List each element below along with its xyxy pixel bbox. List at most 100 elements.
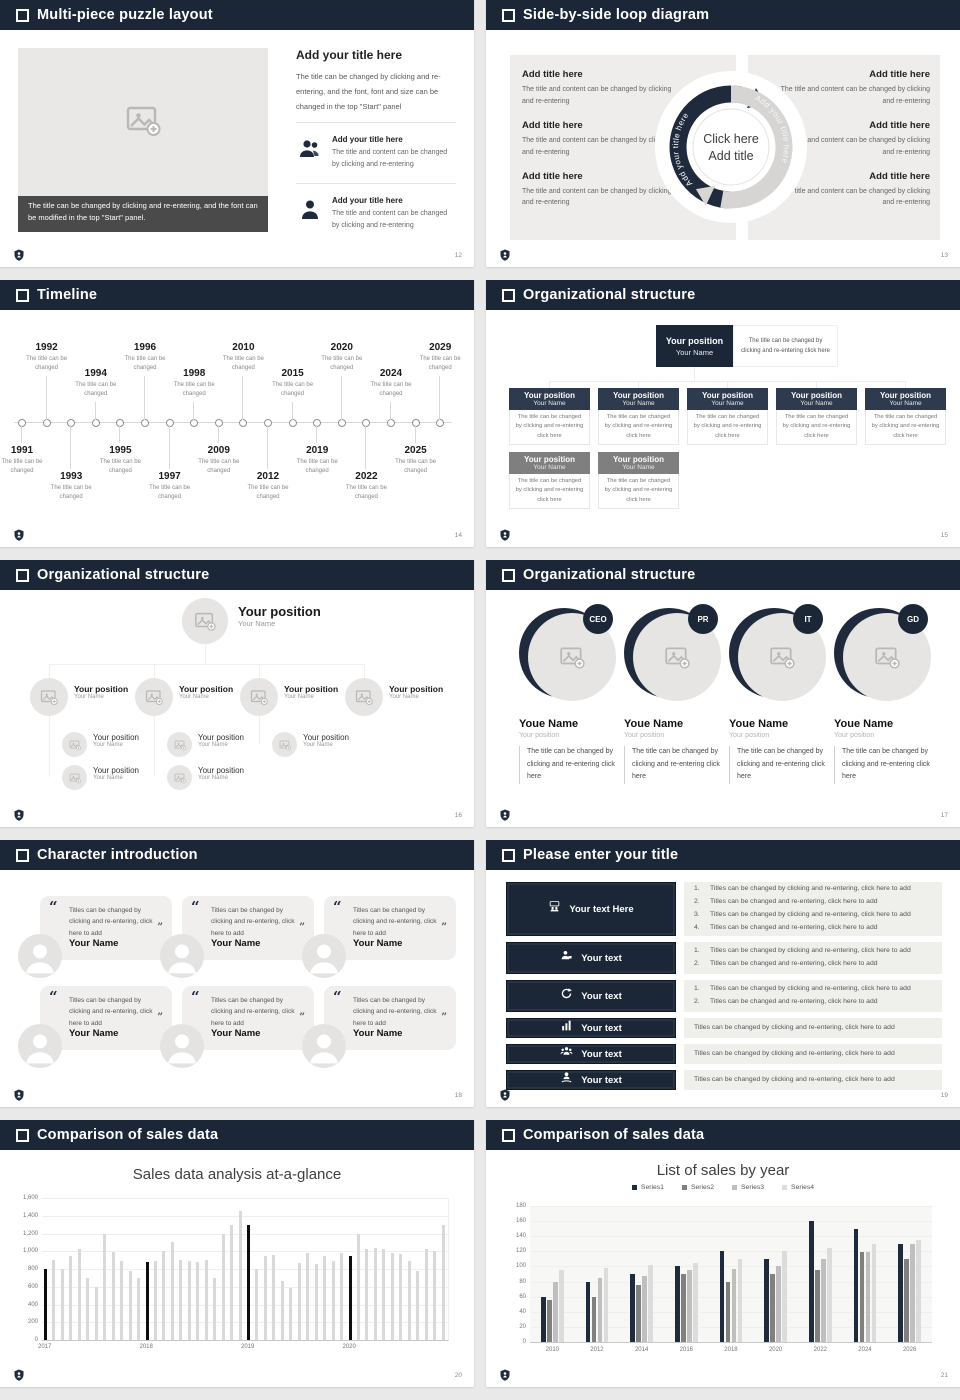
brand-shield-logo xyxy=(500,808,510,821)
row-label-button[interactable]: Your text xyxy=(506,1044,676,1064)
legend-swatch xyxy=(782,1185,788,1190)
sub-avatar-circle xyxy=(167,765,192,790)
testimonial-card[interactable]: “ Titles can be changed by clicking and r… xyxy=(324,896,456,960)
branch-position: Your position xyxy=(179,684,234,694)
row-label-button[interactable]: Your text xyxy=(506,980,676,1012)
chart-bar xyxy=(120,1261,124,1340)
y-axis-tick-label: 400 xyxy=(27,1301,38,1308)
legend-label: Series2 xyxy=(690,1184,714,1191)
org-root-card[interactable]: Your position Your Name xyxy=(656,325,733,367)
timeline-stem xyxy=(70,425,72,469)
gridline xyxy=(42,1251,448,1253)
branch-name: Your Name xyxy=(74,694,104,700)
chart-bar xyxy=(636,1285,641,1342)
image-placeholder-block: The title can be changed by clicking and… xyxy=(18,48,268,232)
org-position-card[interactable]: Your position Your Name The title can be c… xyxy=(865,388,946,445)
person-profile-column[interactable]: PR Youe Name Your position The title can be… xyxy=(624,604,724,784)
timeline-entry: 1993 The title can be changed xyxy=(45,471,97,502)
org-position-card[interactable]: Your position Your Name The title can be c… xyxy=(598,388,679,445)
row-label-button[interactable]: Your text xyxy=(506,1070,676,1090)
card-name: Your Name xyxy=(533,464,566,472)
chart-bar xyxy=(137,1277,141,1340)
timeline-node-circle xyxy=(190,419,199,427)
row-content-box: 1. Titles can be changed by clicking and … xyxy=(684,942,942,974)
square-bullet-icon xyxy=(16,288,29,302)
y-axis-tick-label: 100 xyxy=(515,1263,526,1270)
slide-19-thumbnail[interactable]: Please enter your title 19 Your text Her… xyxy=(486,840,960,1107)
person-body: The title can be changed by clicking and… xyxy=(519,746,619,784)
timeline-stem xyxy=(242,376,244,420)
row-label-button[interactable]: Your text xyxy=(506,942,676,974)
org-position-card[interactable]: Your position Your Name The title can be c… xyxy=(509,452,590,509)
brand-shield-logo xyxy=(500,248,510,261)
slide-13-thumbnail[interactable]: Side-by-side loop diagram Add title here… xyxy=(486,0,960,267)
chart-bar xyxy=(827,1247,832,1342)
list-item-text: Titles can be changed by clicking and re… xyxy=(710,985,911,993)
person-position: Your position xyxy=(519,732,560,739)
center-label-1[interactable]: Click here xyxy=(703,132,759,146)
testimonial-card[interactable]: “ Titles can be changed by clicking and r… xyxy=(324,986,456,1050)
button-label: Your text xyxy=(581,952,622,964)
page-number: 14 xyxy=(454,532,462,539)
row-label-button[interactable]: Your text xyxy=(506,1018,676,1038)
chart-bar xyxy=(356,1234,360,1340)
person-profile-column[interactable]: IT Youe Name Your position The title can be… xyxy=(729,604,829,784)
sub-name: Your Name xyxy=(93,775,123,781)
testimonial-card[interactable]: “ Titles can be changed by clicking and r… xyxy=(182,986,314,1050)
row-label-button[interactable]: Your text Here xyxy=(506,882,676,936)
list-item-number: 2. xyxy=(694,998,700,1005)
timeline-entry: 1992 The title can be changed xyxy=(21,342,73,373)
timeline-year: 1998 xyxy=(183,368,206,379)
quote-text: Titles can be changed by clicking and re… xyxy=(353,997,437,1027)
block-title: Add title here xyxy=(869,69,930,80)
square-bullet-icon xyxy=(16,848,29,862)
list-item: 2. Titles can be changed and re-entering,… xyxy=(694,958,932,971)
person-body: The title can be changed by clicking and… xyxy=(624,746,724,784)
chart-bar xyxy=(553,1281,558,1342)
brand-shield-logo xyxy=(500,1368,510,1381)
timeline-year: 1991 xyxy=(10,445,34,456)
slide-15-thumbnail[interactable]: Organizational structure 15 Your positio… xyxy=(486,280,960,547)
brand-shield-logo xyxy=(500,528,510,541)
y-axis-tick-label: 40 xyxy=(519,1308,526,1315)
testimonial-card[interactable]: “ Titles can be changed by clicking and r… xyxy=(182,896,314,960)
slide-20-thumbnail[interactable]: Comparison of sales data Sales data anal… xyxy=(0,1120,474,1387)
legend-label: Series3 xyxy=(741,1184,765,1191)
timeline-caption: The title can be changed xyxy=(272,382,314,397)
org-position-card[interactable]: Your position Your Name The title can be c… xyxy=(776,388,857,445)
person-profile-column[interactable]: CEO Youe Name Your position The title can b… xyxy=(519,604,619,784)
y-axis-tick-label: 160 xyxy=(515,1218,526,1225)
slide-21-thumbnail[interactable]: Comparison of sales data List of sales b… xyxy=(486,1120,960,1387)
timeline-stem xyxy=(45,376,47,420)
slide-header: Timeline xyxy=(0,280,474,310)
person-name: Your Name xyxy=(211,1028,261,1039)
testimonial-card[interactable]: “ Titles can be changed by clicking and r… xyxy=(40,986,172,1050)
title-item-row: Add your title here The title and content… xyxy=(296,131,456,175)
center-label-2[interactable]: Add title xyxy=(708,149,753,163)
image-placeholder-icon xyxy=(125,102,161,143)
role-badge: IT xyxy=(793,604,823,634)
slide-17-thumbnail[interactable]: Organizational structure 17 CEO Youe Name… xyxy=(486,560,960,827)
org-position-card[interactable]: Your position Your Name The title can be c… xyxy=(687,388,768,445)
org-position-card[interactable]: Your position Your Name The title can be c… xyxy=(509,388,590,445)
testimonial-card[interactable]: “ Titles can be changed by clicking and r… xyxy=(40,896,172,960)
chart-bar xyxy=(221,1233,225,1340)
slide-18-thumbnail[interactable]: Character introduction 18 “ Titles can be… xyxy=(0,840,474,1107)
card-position: Your position xyxy=(613,454,664,464)
chart-bar xyxy=(815,1270,820,1342)
timeline-stem xyxy=(291,402,293,420)
connector-line xyxy=(364,664,365,678)
block-title: Add title here xyxy=(522,69,583,80)
connector-line xyxy=(49,716,50,777)
connector-line xyxy=(49,664,50,678)
person-name: Youe Name xyxy=(729,718,789,730)
org-position-card[interactable]: Your position Your Name The title can be c… xyxy=(598,452,679,509)
slide-16-thumbnail[interactable]: Organizational structure 16 Your positio… xyxy=(0,560,474,827)
person-profile-column[interactable]: GD Youe Name Your position The title can be… xyxy=(834,604,934,784)
branch-node-text: Your position Your Name xyxy=(179,684,233,700)
slide-12-thumbnail[interactable]: Multi-piece puzzle layout The title can … xyxy=(0,0,474,267)
chart-bar xyxy=(145,1261,149,1340)
loop-text-block: Add title here The title and content can … xyxy=(522,120,672,159)
section-title: Add your title here xyxy=(296,48,403,62)
slide-14-thumbnail[interactable]: Timeline 14 1991 The title can be changed… xyxy=(0,280,474,547)
